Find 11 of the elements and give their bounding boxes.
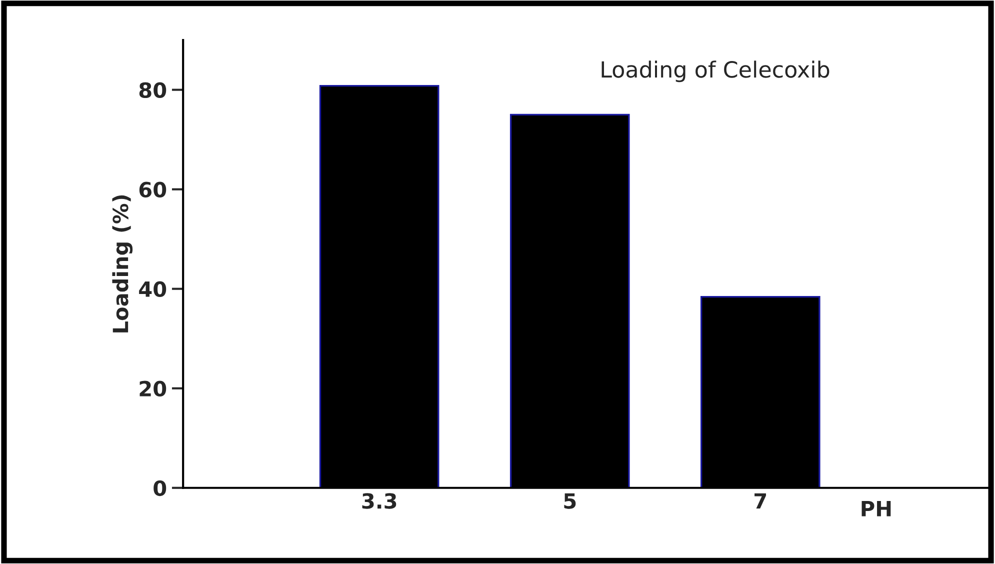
y-tick-label: 80 [139,82,166,98]
y-tick-label: 60 [139,182,166,198]
y-tick-label: 0 [154,480,166,496]
y-tick-label: 40 [139,281,166,298]
x-tick-label: 7 [754,493,766,509]
text: Loading of Celecoxib [602,60,830,82]
x-axis-title: PH [862,501,891,516]
y-tick-label: 20 [140,380,166,397]
x-tick-label: 5 [564,493,576,509]
y-axis-title: Loading (%) [112,195,133,332]
x-tick-label: 3.3 [362,493,396,509]
